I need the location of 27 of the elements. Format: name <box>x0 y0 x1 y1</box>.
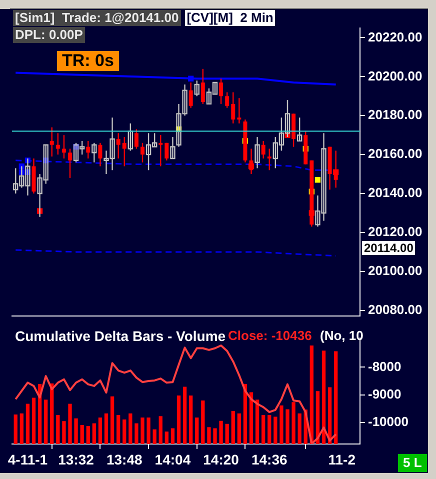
x-tick-label: 11-2 <box>328 451 356 468</box>
y-tick-label: -10000 <box>368 414 408 429</box>
y-tick-label: 20160.00 <box>368 146 422 162</box>
chart-title: Cumulative Delta Bars - Volume <box>15 328 226 344</box>
x-tick-label: 13:48 <box>106 451 142 468</box>
annotation: Close: -10436 <box>227 328 313 344</box>
y-tick-label: 20220.00 <box>368 29 422 44</box>
y-tick-label: -9000 <box>368 386 402 402</box>
x-tick-label: 14:04 <box>154 451 191 468</box>
x-tick-label: 13:32 <box>58 451 94 468</box>
text: 20114.00 <box>362 241 416 255</box>
annotation: (No, 10 <box>319 328 364 344</box>
y-tick-label: 20180.00 <box>368 107 422 122</box>
text: [CV][M] 2 Min <box>184 10 276 26</box>
x-tick-label: 14:36 <box>251 451 288 468</box>
y-tick-label: 20140.00 <box>368 185 422 200</box>
text: [Sim1] Trade: 1@20141.00 <box>13 10 181 26</box>
annotation: TR: 0s <box>57 51 119 71</box>
x-tick-label: 4-11-1 <box>8 451 48 468</box>
y-tick-label: -8000 <box>368 358 402 374</box>
y-tick-label: 20100.00 <box>368 262 422 278</box>
y-tick-label: 20200.00 <box>368 68 422 84</box>
y-tick-label: 20080.00 <box>368 302 422 317</box>
x-tick-label: 14:20 <box>203 451 240 468</box>
text: 5 L <box>398 454 427 472</box>
annotation: DPL: 0.00P <box>13 27 85 43</box>
y-tick-label: 20120.00 <box>368 224 422 240</box>
